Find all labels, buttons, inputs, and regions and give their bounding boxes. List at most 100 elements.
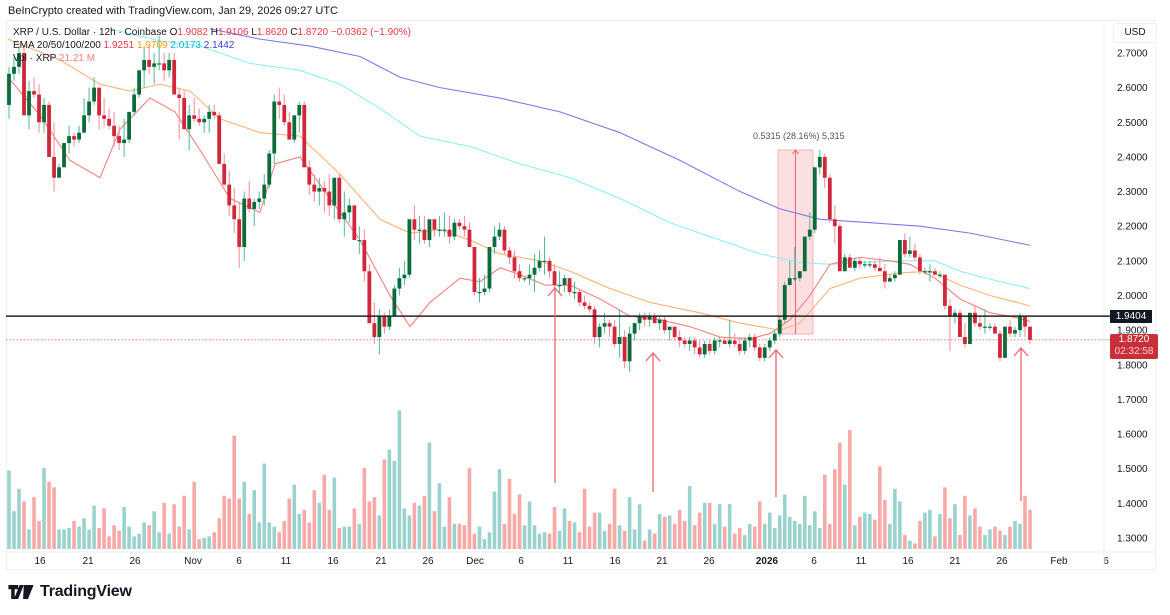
candle-body [777, 319, 782, 334]
volume-bar [777, 515, 782, 549]
volume-bar [162, 502, 166, 549]
volume-bar [702, 502, 707, 549]
volume-bar [622, 530, 627, 549]
volume-bar [157, 532, 161, 549]
volume-bar [792, 521, 797, 549]
legend-ema-label[interactable]: EMA 20/50/100/200 [13, 40, 101, 51]
volume-bar [1003, 535, 1007, 549]
candle-body [827, 177, 832, 220]
candle-body [122, 139, 127, 144]
candle-body [732, 340, 737, 344]
candle-body [297, 104, 302, 116]
candle-body [482, 288, 487, 293]
candle-body [887, 278, 892, 282]
volume-bar [227, 498, 232, 549]
candle-body [7, 73, 11, 105]
candle-body [262, 184, 267, 199]
volume-bar [532, 525, 537, 549]
volume-bar [993, 526, 997, 549]
y-axis-tick: 1.3000 [1117, 533, 1148, 544]
candle-body [382, 316, 387, 327]
candle-body [882, 271, 887, 282]
volume-bar [377, 515, 382, 549]
candle-body [412, 219, 417, 230]
candle-body [67, 136, 71, 144]
candle-body [57, 167, 61, 178]
volume-bar [682, 521, 687, 549]
y-axis-tick: 1.9000 [1117, 326, 1148, 337]
volume-bar [37, 521, 41, 549]
volume-bar [873, 519, 877, 549]
candle-body [552, 271, 557, 286]
candle-body [933, 271, 937, 275]
volume-bar [978, 526, 982, 549]
annotation-arrow-head [1013, 347, 1029, 357]
volume-bar [237, 498, 242, 549]
volume-bar [888, 523, 892, 549]
y-axis-tick: 2.5000 [1117, 118, 1148, 129]
candle-body [497, 229, 502, 237]
candle-body [187, 115, 192, 130]
legend-high: 1.9106 [217, 27, 249, 38]
volume-bar [893, 488, 897, 549]
candle-body [712, 340, 717, 351]
x-axis-tick: 11 [281, 556, 292, 567]
last-price-tag: 1.8720 02:32:58 [1110, 334, 1158, 359]
volume-bar [417, 505, 422, 549]
volume-bar [207, 536, 211, 549]
candle-body [337, 177, 342, 220]
candle-body [637, 316, 642, 324]
currency-button[interactable]: USD [1113, 23, 1157, 43]
candle-body [342, 212, 347, 220]
candle-body [1018, 316, 1022, 331]
tradingview-logo[interactable]: TradingView [8, 583, 132, 601]
volume-bar [317, 502, 322, 549]
volume-bar [727, 504, 732, 549]
volume-bar [297, 514, 302, 549]
candle-body [822, 156, 827, 178]
chart-credit: BeInCrypto created with TradingView.com,… [8, 5, 338, 17]
volume-bar [392, 460, 397, 549]
legend-symbol[interactable]: XRP / U.S. Dollar · 12h · Coinbase [13, 27, 167, 38]
candle-body [968, 312, 972, 344]
volume-bar [762, 523, 767, 549]
candle-body [948, 305, 952, 317]
legend-ema200: 2.1442 [203, 40, 235, 51]
candle-body [172, 59, 177, 95]
candle-body [842, 257, 847, 272]
candle-body [782, 285, 787, 320]
volume-bar [983, 535, 987, 549]
volume-bar [352, 508, 357, 549]
candle-body [807, 229, 812, 237]
x-axis-tick: 21 [656, 556, 668, 567]
chart-legend: XRP / U.S. Dollar · 12h · Coinbase O1.90… [13, 26, 411, 65]
volume-bar [367, 501, 372, 549]
volume-bar [122, 507, 126, 549]
candle-body [102, 115, 106, 119]
volume-bar [382, 459, 387, 549]
candle-body [197, 118, 202, 123]
candle-body [307, 167, 312, 185]
candle-body [272, 101, 277, 154]
candle-body [432, 219, 437, 230]
legend-low: 1.8620 [256, 27, 288, 38]
legend-vol-label[interactable]: Vol · XRP [13, 53, 57, 64]
volume-bar [1018, 523, 1022, 549]
volume-bar [487, 532, 492, 549]
candle-body [963, 337, 967, 344]
candle-body [877, 267, 882, 272]
volume-bar [427, 442, 432, 549]
volume-bar [177, 526, 181, 549]
candle-body [427, 219, 432, 241]
candle-body [42, 104, 46, 123]
candle-body [597, 326, 602, 338]
legend-close: 1.8720 [297, 27, 329, 38]
candle-body [787, 278, 792, 286]
volume-bar [507, 479, 512, 549]
candle-body [287, 122, 292, 140]
candle-body [702, 343, 707, 355]
candle-body [277, 101, 282, 105]
volume-bar [307, 522, 312, 549]
volume-bar [687, 486, 692, 549]
